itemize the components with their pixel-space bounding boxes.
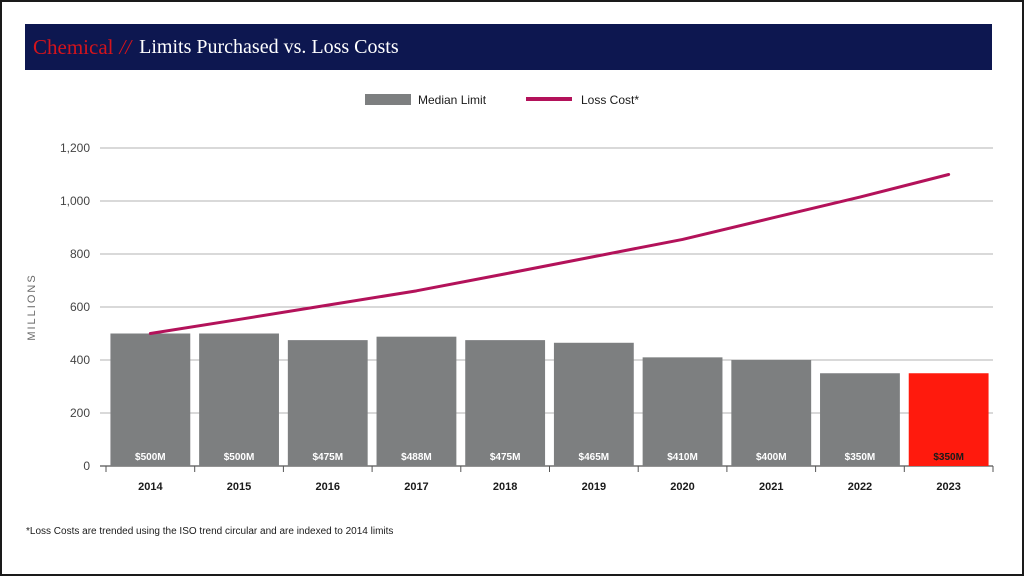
- y-tick-label: 800: [70, 247, 90, 261]
- x-tick-label: 2017: [404, 481, 428, 493]
- y-tick-label: 400: [70, 353, 90, 367]
- bar-2022: [820, 373, 900, 466]
- legend-swatch-median-limit: [365, 94, 411, 105]
- title-accent: Chemical: [33, 34, 114, 59]
- y-tick-label: 0: [83, 459, 90, 473]
- x-tick-label: 2022: [848, 481, 872, 493]
- legend-label-loss-cost: Loss Cost*: [581, 93, 639, 107]
- bar-2019: [553, 342, 634, 466]
- bar-value-label: $465M: [579, 452, 610, 463]
- x-tick-label: 2023: [936, 481, 960, 493]
- x-tick-label: 2018: [493, 481, 517, 493]
- y-tick-label: 600: [70, 300, 90, 314]
- bar-value-label: $350M: [933, 452, 964, 463]
- bar-value-label: $350M: [845, 452, 876, 463]
- bar-2015: [199, 333, 279, 466]
- bar-value-label: $400M: [756, 452, 787, 463]
- y-axis-title: MILLIONS: [26, 273, 38, 340]
- bar-2017: [376, 336, 457, 466]
- chart-title: Limits Purchased vs. Loss Costs: [139, 35, 399, 58]
- bar-value-label: $475M: [312, 452, 343, 463]
- legend-label-median-limit: Median Limit: [418, 93, 487, 107]
- x-tick-label: 2015: [227, 481, 251, 493]
- x-tick-label: 2021: [759, 481, 783, 493]
- y-tick-label: 1,000: [60, 194, 90, 208]
- y-tick-label: 1,200: [60, 141, 90, 155]
- bar-2021: [731, 360, 812, 466]
- bar-value-label: $410M: [667, 452, 698, 463]
- y-tick-label: 200: [70, 406, 90, 420]
- bar-2023: [908, 373, 989, 466]
- x-tick-label: 2016: [316, 481, 340, 493]
- title-bar: Chemical // Limits Purchased vs. Loss Co…: [25, 24, 992, 70]
- x-tick-label: 2014: [138, 481, 163, 493]
- title-separator: //: [119, 34, 132, 59]
- x-tick-label: 2020: [670, 481, 694, 493]
- bar-value-label: $500M: [224, 452, 255, 463]
- bar-value-label: $488M: [401, 452, 432, 463]
- x-tick-label: 2019: [582, 481, 606, 493]
- footnote: *Loss Costs are trended using the ISO tr…: [26, 526, 394, 537]
- bar-value-label: $475M: [490, 452, 521, 463]
- loss-cost-line: [148, 173, 951, 335]
- bar-2016: [287, 340, 368, 466]
- bar-2018: [465, 340, 546, 466]
- bar-2020: [642, 357, 723, 466]
- bar-value-label: $500M: [135, 452, 166, 463]
- bar-2014: [110, 333, 191, 466]
